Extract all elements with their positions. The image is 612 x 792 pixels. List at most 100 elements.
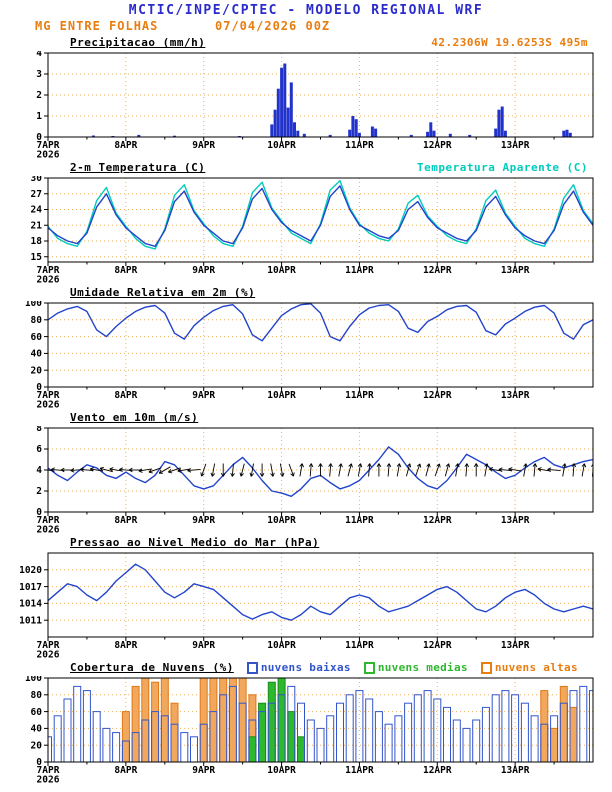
svg-text:60: 60	[31, 332, 43, 343]
svg-text:80: 80	[31, 690, 43, 701]
svg-text:40: 40	[31, 349, 43, 360]
svg-text:11APR: 11APR	[345, 140, 374, 151]
svg-text:0: 0	[36, 132, 42, 143]
svg-text:10APR: 10APR	[267, 515, 296, 526]
svg-text:10APR: 10APR	[267, 265, 296, 276]
panel-humidity: Umidade Relativa em 2m (%) 0 20 40 60 80 100 7…	[0, 284, 612, 409]
svg-text:0: 0	[36, 757, 42, 768]
header: MCTIC/INPE/CPTEC - MODELO REGIONAL WRF M…	[0, 0, 612, 34]
svg-text:20: 20	[31, 365, 43, 376]
svg-text:2026: 2026	[37, 525, 60, 535]
svg-text:4: 4	[36, 51, 42, 59]
svg-text:2026: 2026	[37, 650, 60, 660]
svg-text:1014: 1014	[19, 599, 42, 610]
panel-title-row: Pressao ao Nivel Medio do Mar (hPa)	[0, 534, 612, 551]
svg-text:10APR: 10APR	[267, 765, 296, 776]
svg-text:7APR: 7APR	[37, 515, 60, 526]
svg-text:12APR: 12APR	[423, 765, 452, 776]
svg-text:2026: 2026	[37, 275, 60, 285]
panel-title-cloud-cover: Cobertura de Nuvens (%)	[70, 661, 234, 674]
svg-text:18: 18	[31, 236, 43, 247]
svg-text:100: 100	[25, 676, 42, 684]
svg-text:40: 40	[31, 724, 43, 735]
panel-title-row: Umidade Relativa em 2m (%)	[0, 284, 612, 301]
svg-text:11APR: 11APR	[345, 390, 374, 401]
svg-text:8APR: 8APR	[114, 390, 137, 401]
svg-text:27: 27	[31, 189, 42, 200]
svg-text:60: 60	[31, 707, 43, 718]
svg-text:7APR: 7APR	[37, 765, 60, 776]
svg-text:30: 30	[31, 176, 43, 184]
svg-text:13APR: 13APR	[501, 140, 530, 151]
panel-title-row: Precipitacao (mm/h) 42.2306W 19.6253S 49…	[0, 34, 612, 51]
svg-text:7APR: 7APR	[37, 390, 60, 401]
svg-text:9APR: 9APR	[192, 515, 215, 526]
panel-title-humidity: Umidade Relativa em 2m (%)	[70, 286, 256, 299]
panel-pressure: Pressao ao Nivel Medio do Mar (hPa) 1011…	[0, 534, 612, 659]
panel-cloud-cover: Cobertura de Nuvens (%) nuvens baixas nu…	[0, 659, 612, 784]
legend-swatch-altas	[480, 661, 492, 674]
svg-text:12APR: 12APR	[423, 265, 452, 276]
svg-text:1011: 1011	[19, 615, 42, 626]
temperature-chart: 15 18 21 24 27 30 7APR 8APR 9APR 10APR 11APR 12APR 1…	[31, 176, 594, 285]
page-title: MCTIC/INPE/CPTEC - MODELO REGIONAL WRF	[128, 3, 484, 18]
panel-wind: Vento em 10m (m/s) 0 2 4 6 8 7APR 8APR 9APR 10AP…	[0, 409, 612, 534]
svg-text:20: 20	[31, 740, 43, 751]
svg-text:8APR: 8APR	[114, 515, 137, 526]
svg-text:12APR: 12APR	[423, 390, 452, 401]
svg-text:15: 15	[31, 252, 43, 263]
panel-title-temperature: 2-m Temperatura (C)	[70, 161, 206, 174]
svg-text:13APR: 13APR	[501, 640, 530, 651]
legend-nuvens-altas: nuvens altas	[480, 661, 578, 674]
svg-text:21: 21	[31, 220, 43, 231]
svg-text:8: 8	[36, 426, 42, 434]
svg-text:8APR: 8APR	[114, 640, 137, 651]
svg-text:2026: 2026	[37, 400, 60, 410]
svg-text:9APR: 9APR	[192, 390, 215, 401]
svg-text:1: 1	[36, 111, 42, 122]
svg-text:2: 2	[36, 90, 42, 101]
cloud-cover-chart: 0 20 40 60 80 100 7APR 8APR 9APR 10APR 11APR 12APR 1…	[25, 676, 594, 785]
run-datetime: 07/04/2026 00Z	[215, 19, 331, 33]
svg-text:11APR: 11APR	[345, 265, 374, 276]
svg-text:12APR: 12APR	[423, 515, 452, 526]
svg-text:9APR: 9APR	[192, 640, 215, 651]
legend-swatch-medias	[363, 661, 375, 674]
svg-text:6: 6	[36, 444, 42, 455]
svg-text:9APR: 9APR	[192, 140, 215, 151]
svg-text:11APR: 11APR	[345, 515, 374, 526]
svg-text:3: 3	[36, 69, 42, 80]
svg-text:2026: 2026	[37, 150, 60, 160]
svg-text:2: 2	[36, 486, 42, 497]
panel-title-pressure: Pressao ao Nivel Medio do Mar (hPa)	[70, 536, 320, 549]
panel-temperature: 2-m Temperatura (C) Temperatura Aparente…	[0, 159, 612, 284]
svg-text:4: 4	[36, 465, 42, 476]
svg-text:1017: 1017	[19, 582, 42, 593]
panel-title-precipitation: Precipitacao (mm/h)	[70, 36, 206, 49]
svg-text:11APR: 11APR	[345, 640, 374, 651]
legend-label-altas: nuvens altas	[494, 661, 578, 674]
svg-text:7APR: 7APR	[37, 140, 60, 151]
pressure-chart: 1011 1014 1017 1020 7APR 8APR 9APR 10APR 11APR 12…	[19, 552, 594, 660]
svg-text:100: 100	[25, 301, 42, 309]
wind-chart: 0 2 4 6 8 7APR 8APR 9APR 10APR 11APR 12APR 13APR 202…	[36, 426, 594, 535]
svg-text:13APR: 13APR	[501, 765, 530, 776]
svg-text:9APR: 9APR	[192, 265, 215, 276]
svg-text:13APR: 13APR	[501, 390, 530, 401]
humidity-chart: 0 20 40 60 80 100 7APR 8APR 9APR 10APR 11APR 12APR 1…	[25, 301, 594, 410]
panel-title-wind: Vento em 10m (m/s)	[70, 411, 199, 424]
subtitle-row: MG ENTRE FOLHAS 07/04/2026 00Z	[0, 18, 612, 34]
svg-text:10APR: 10APR	[267, 640, 296, 651]
legend-nuvens-baixas: nuvens baixas	[246, 661, 351, 674]
svg-text:2026: 2026	[37, 775, 60, 785]
panel-title-row: Vento em 10m (m/s)	[0, 409, 612, 426]
svg-text:10APR: 10APR	[267, 390, 296, 401]
legend-nuvens-medias: nuvens medias	[363, 661, 468, 674]
svg-text:8APR: 8APR	[114, 765, 137, 776]
legend-swatch-baixas	[246, 661, 258, 674]
svg-text:8APR: 8APR	[114, 140, 137, 151]
legend-label-medias: nuvens medias	[377, 661, 468, 674]
precipitation-chart: 0 1 2 3 4 7APR 8APR 9APR 10APR 11APR 12APR 13APR 202…	[36, 51, 594, 160]
svg-text:10APR: 10APR	[267, 140, 296, 151]
